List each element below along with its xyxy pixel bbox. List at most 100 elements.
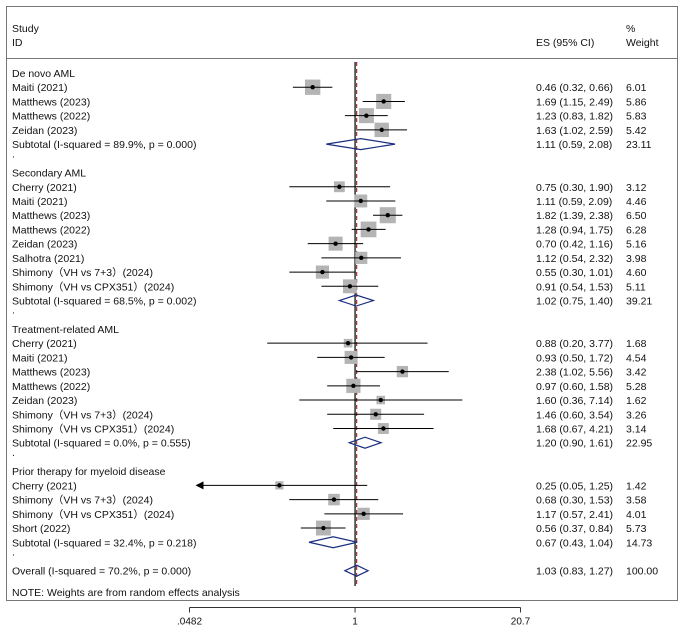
overall-ci-text: 1.03 (0.83, 1.27) bbox=[536, 566, 613, 578]
study-point bbox=[379, 127, 384, 133]
study-label: Zeidan (2023) bbox=[12, 395, 77, 407]
study-ci-text: 1.69 (1.15, 2.49) bbox=[536, 96, 613, 108]
study-label: Shimony（VH vs 7+3）(2024) bbox=[12, 495, 153, 507]
study-label: Shimony（VH vs 7+3）(2024) bbox=[12, 267, 153, 279]
study-point bbox=[378, 397, 383, 403]
study-weight: 3.58 bbox=[626, 495, 647, 507]
study-point bbox=[310, 85, 315, 90]
study-point bbox=[277, 483, 282, 488]
study-label: Salhotra (2021) bbox=[12, 253, 84, 265]
study-ci-text: 1.60 (0.36, 7.14) bbox=[536, 395, 613, 407]
study-point bbox=[381, 99, 386, 104]
subtotal-weight: 14.73 bbox=[626, 537, 652, 549]
study-weight: 1.68 bbox=[626, 338, 647, 350]
study-point bbox=[364, 113, 369, 118]
study-weight: 4.54 bbox=[626, 352, 647, 364]
study-label: Short (2022) bbox=[12, 523, 70, 535]
subtotal-label: Subtotal (I-squared = 89.9%, p = 0.000) bbox=[12, 139, 196, 151]
study-point bbox=[337, 184, 342, 189]
spacer-dot: . bbox=[12, 447, 15, 459]
plot-frame bbox=[6, 6, 678, 601]
study-weight: 3.26 bbox=[626, 409, 647, 421]
subtotal-label: Subtotal (I-squared = 68.5%, p = 0.002) bbox=[12, 296, 196, 308]
subtotal-weight: 22.95 bbox=[626, 438, 652, 450]
subtotal-ci-text: 1.20 (0.90, 1.61) bbox=[536, 438, 613, 450]
study-ci-text: 1.12 (0.54, 2.32) bbox=[536, 253, 613, 265]
study-weight: 6.28 bbox=[626, 224, 647, 236]
study-label: Zeidan (2023) bbox=[12, 125, 77, 137]
subtotal-diamond bbox=[347, 436, 383, 449]
study-ci-text: 1.46 (0.60, 3.54) bbox=[536, 409, 613, 421]
study-ci-text: 0.97 (0.60, 1.58) bbox=[536, 381, 613, 393]
study-label: Shimony（VH vs CPX351）(2024) bbox=[12, 509, 174, 521]
study-weight: 4.60 bbox=[626, 267, 647, 279]
study-point bbox=[320, 269, 325, 275]
header-id: ID bbox=[12, 37, 23, 49]
study-label: Cherry (2021) bbox=[12, 338, 77, 350]
study-point bbox=[348, 355, 354, 360]
study-ci-text: 0.75 (0.30, 1.90) bbox=[536, 182, 613, 194]
study-label: Cherry (2021) bbox=[12, 480, 77, 492]
study-label: Shimony（VH vs CPX351）(2024) bbox=[12, 281, 174, 293]
study-weight: 3.42 bbox=[626, 367, 647, 379]
study-ci-text: 0.56 (0.37, 0.84) bbox=[536, 523, 613, 535]
group-label: Prior therapy for myeloid disease bbox=[12, 466, 166, 478]
study-ci-text: 0.88 (0.20, 3.77) bbox=[536, 338, 613, 350]
study-weight: 3.12 bbox=[626, 182, 647, 194]
study-point bbox=[321, 525, 326, 531]
subtotal-label: Subtotal (I-squared = 32.4%, p = 0.218) bbox=[12, 537, 196, 549]
study-ci-text: 2.38 (1.02, 5.56) bbox=[536, 367, 613, 379]
study-ci-text: 0.70 (0.42, 1.16) bbox=[536, 239, 613, 251]
spacer-dot: . bbox=[12, 305, 15, 317]
study-point bbox=[351, 383, 356, 389]
subtotal-diamond bbox=[308, 536, 358, 549]
study-weight: 1.42 bbox=[626, 480, 647, 492]
study-point bbox=[381, 426, 386, 431]
study-point bbox=[345, 340, 351, 346]
study-point bbox=[385, 213, 390, 218]
header-weight-percent: % bbox=[626, 23, 635, 35]
study-weight: 6.50 bbox=[626, 210, 647, 222]
study-weight: 5.86 bbox=[626, 96, 647, 108]
study-ci-text: 1.28 (0.94, 1.75) bbox=[536, 224, 613, 236]
study-weight: 4.01 bbox=[626, 509, 647, 521]
study-point bbox=[358, 198, 363, 204]
study-weight: 3.14 bbox=[626, 424, 647, 436]
subtotal-diamond bbox=[326, 137, 396, 151]
study-ci-text: 0.68 (0.30, 1.53) bbox=[536, 495, 613, 507]
study-label: Matthews (2022) bbox=[12, 224, 90, 236]
subtotal-label: Subtotal (I-squared = 0.0%, p = 0.555) bbox=[12, 438, 191, 450]
overall-diamond bbox=[343, 564, 370, 577]
study-ci-text: 0.46 (0.32, 0.66) bbox=[536, 82, 613, 94]
study-point bbox=[373, 412, 378, 417]
study-label: Maiti (2021) bbox=[12, 352, 67, 364]
study-label: Zeidan (2023) bbox=[12, 239, 77, 251]
study-weight: 3.98 bbox=[626, 253, 647, 265]
header-study: Study bbox=[12, 23, 40, 35]
study-point bbox=[347, 284, 353, 289]
study-ci-text: 1.11 (0.59, 2.09) bbox=[536, 196, 612, 208]
study-ci-text: 1.68 (0.67, 4.21) bbox=[536, 424, 613, 436]
group-label: Treatment-related AML bbox=[12, 324, 119, 336]
overall-weight: 100.00 bbox=[626, 566, 658, 578]
study-weight: 5.16 bbox=[626, 239, 647, 251]
study-ci-text: 0.25 (0.05, 1.25) bbox=[536, 480, 613, 492]
overall-label: Overall (I-squared = 70.2%, p = 0.000) bbox=[12, 566, 191, 578]
study-label: Shimony（VH vs 7+3）(2024) bbox=[12, 409, 153, 421]
study-ci-text: 0.93 (0.50, 1.72) bbox=[536, 352, 613, 364]
study-label: Cherry (2021) bbox=[12, 182, 77, 194]
study-point bbox=[333, 241, 338, 246]
study-point bbox=[331, 497, 337, 502]
study-label: Shimony（VH vs CPX351）(2024) bbox=[12, 424, 174, 436]
x-tick-label: 1 bbox=[352, 617, 358, 628]
spacer-dot: . bbox=[12, 546, 15, 558]
subtotal-ci-text: 0.67 (0.43, 1.04) bbox=[536, 537, 613, 549]
study-point bbox=[400, 369, 405, 374]
study-ci-text: 1.82 (1.39, 2.38) bbox=[536, 210, 613, 222]
study-label: Maiti (2021) bbox=[12, 196, 67, 208]
study-weight: 5.11 bbox=[626, 281, 646, 293]
spacer-dot: . bbox=[12, 148, 15, 160]
study-label: Matthews (2023) bbox=[12, 210, 90, 222]
study-point bbox=[361, 511, 366, 517]
